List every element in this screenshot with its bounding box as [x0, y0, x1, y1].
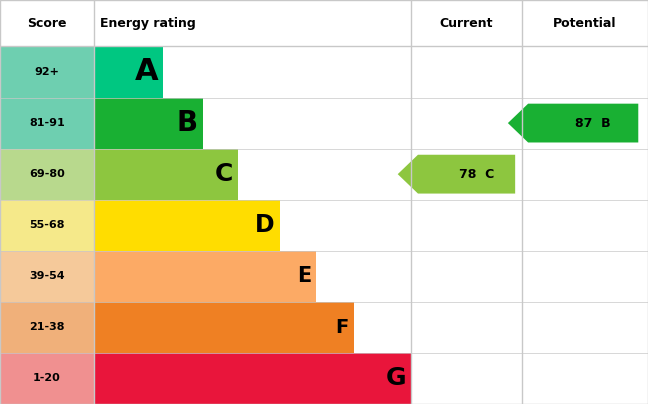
Text: D: D: [255, 213, 275, 237]
Text: C: C: [215, 162, 233, 186]
Text: 87  B: 87 B: [575, 117, 610, 130]
Bar: [0, 97, 94, 149]
Text: F: F: [336, 318, 349, 337]
Text: 92+: 92+: [34, 67, 60, 77]
Text: B: B: [176, 109, 198, 137]
Bar: [0, 46, 94, 97]
Text: 21-38: 21-38: [29, 322, 65, 332]
Text: Current: Current: [440, 17, 493, 30]
Text: Score: Score: [27, 17, 67, 30]
Bar: [0, 251, 94, 302]
Bar: [0, 302, 94, 353]
Bar: [94, 302, 354, 353]
Text: Energy rating: Energy rating: [100, 17, 196, 30]
Bar: [94, 97, 203, 149]
Text: E: E: [297, 266, 311, 286]
Bar: [94, 200, 280, 251]
Bar: [0, 200, 94, 251]
Text: 39-54: 39-54: [29, 271, 65, 281]
Text: 1-20: 1-20: [33, 373, 61, 383]
Bar: [0, 149, 94, 200]
Text: 69-80: 69-80: [29, 169, 65, 179]
Polygon shape: [398, 155, 515, 194]
Text: 81-91: 81-91: [29, 118, 65, 128]
Polygon shape: [508, 104, 638, 143]
Bar: [94, 251, 316, 302]
Bar: [0, 0, 648, 46]
Text: 55-68: 55-68: [29, 220, 65, 230]
Bar: [94, 353, 411, 404]
Text: 78  C: 78 C: [459, 168, 494, 181]
Bar: [0, 353, 94, 404]
Text: Potential: Potential: [553, 17, 616, 30]
Text: G: G: [386, 366, 406, 390]
Bar: [94, 46, 163, 97]
Bar: [94, 149, 238, 200]
Text: A: A: [135, 57, 158, 86]
